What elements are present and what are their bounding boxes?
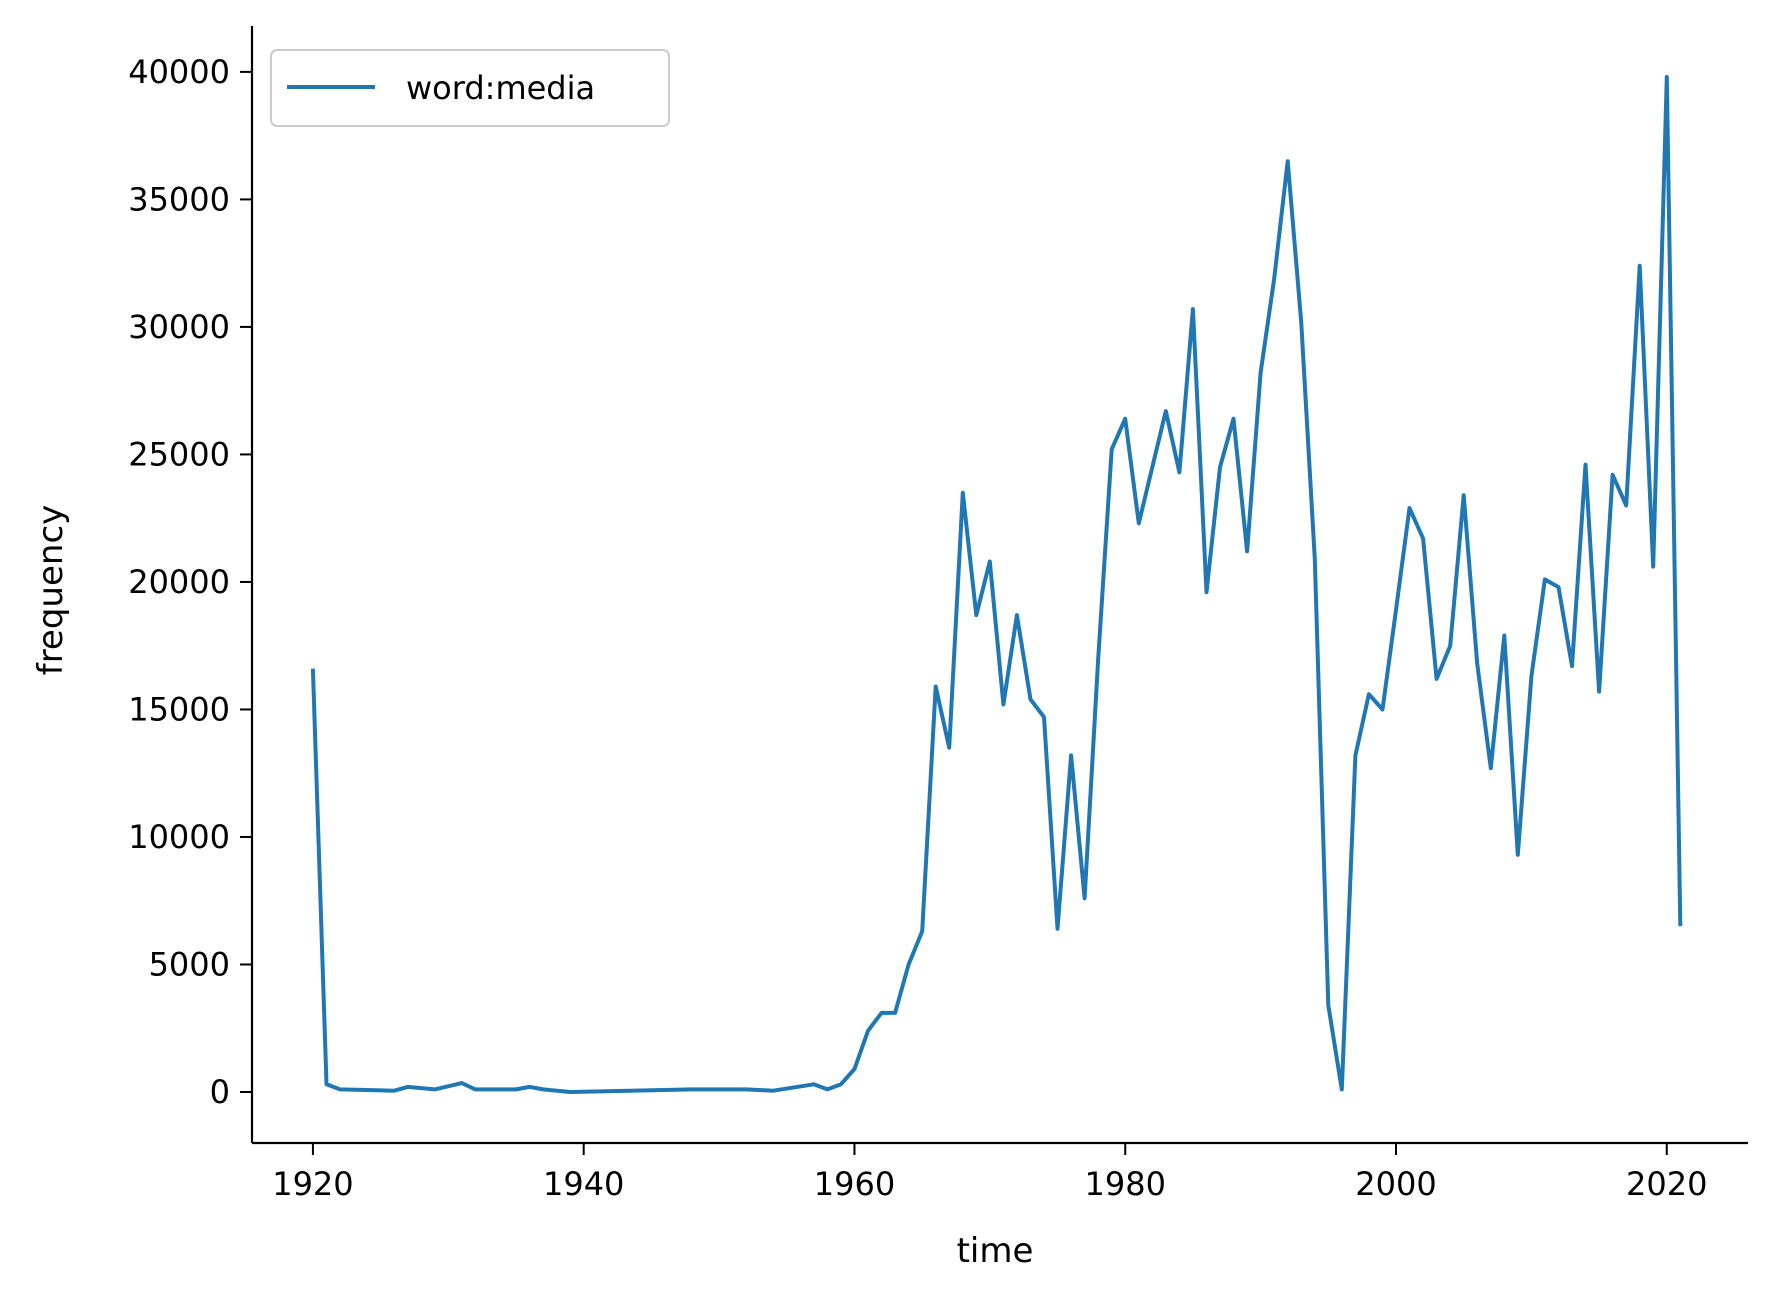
legend: word:media	[270, 49, 670, 127]
x-tick-label: 2020	[1626, 1165, 1707, 1203]
series-layer	[310, 75, 1683, 1094]
legend-box	[270, 49, 670, 127]
x-tick-label: 2000	[1355, 1165, 1436, 1203]
x-tick-label: 1920	[272, 1165, 353, 1203]
series-line-0	[310, 75, 1683, 1094]
y-tick-label: 10000	[128, 818, 230, 856]
y-tick-label: 0	[210, 1073, 230, 1111]
legend-label: word:media	[406, 69, 595, 107]
y-tick-label: 5000	[149, 945, 230, 983]
x-tick-label: 1940	[543, 1165, 624, 1203]
x-tick-label: 1960	[814, 1165, 895, 1203]
y-tick-label: 25000	[128, 435, 230, 473]
y-tick-label: 15000	[128, 690, 230, 728]
y-axis-title: frequency	[31, 505, 71, 676]
x-tick-label: 1980	[1085, 1165, 1166, 1203]
y-tick-label: 20000	[128, 563, 230, 601]
y-tick-label: 30000	[128, 308, 230, 346]
y-tick-label: 40000	[128, 53, 230, 91]
y-tick-label: 35000	[128, 180, 230, 218]
y-axis-ticks: 0 5000 10000 15000 20000 25000 30000 35000 40000	[128, 53, 252, 1111]
x-axis-ticks: 1920 1940 1960 1980 2000 2020	[272, 1143, 1707, 1203]
x-axis-title: time	[957, 1231, 1034, 1271]
